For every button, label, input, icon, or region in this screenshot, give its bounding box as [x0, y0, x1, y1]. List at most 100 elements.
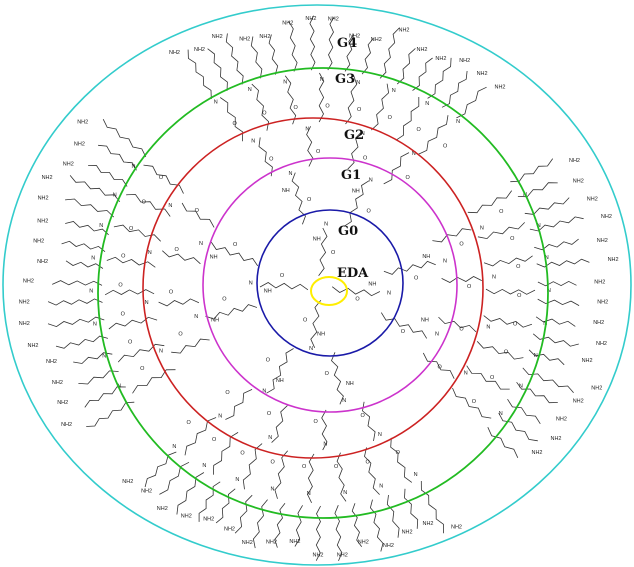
g1-label: G1 — [341, 168, 361, 183]
g3-branch — [113, 224, 161, 242]
amine-label: NH2 — [597, 238, 608, 244]
nitrogen-label: N — [464, 370, 468, 376]
g2-boundary — [142, 117, 484, 459]
g2-branch — [422, 352, 455, 379]
oxygen-label: O — [271, 459, 276, 465]
core-branch — [310, 299, 322, 348]
g4-branch — [268, 34, 279, 75]
nitrogen-label: N — [271, 487, 275, 493]
g4-branch — [404, 488, 419, 529]
g1-boundary — [202, 157, 458, 413]
oxygen-label: O — [325, 104, 330, 110]
oxygen-label: O — [443, 143, 448, 149]
amine-label: NH2 — [398, 28, 409, 34]
oxygen-label: O — [325, 371, 330, 377]
g3-branch — [108, 316, 158, 330]
amine-label: NH2 — [531, 450, 542, 456]
amine-label: NH2 — [169, 50, 180, 56]
g3-branch — [104, 289, 155, 296]
nitrogen-label: N — [148, 250, 152, 256]
nitrogen-label: N — [194, 314, 198, 320]
oxygen-label: O — [510, 236, 515, 242]
oxygen-label: O — [302, 464, 307, 470]
g3-branch — [452, 387, 492, 419]
g4-branch — [69, 175, 121, 202]
g4-branch — [507, 398, 541, 425]
atom-labels: O NH N O NH N O N O N NH2 NH2 O N NH2 NH2 O N O N NH2 NH2 O N NH… — [19, 16, 619, 559]
g2-branch — [171, 338, 210, 354]
g4-branch — [498, 412, 538, 442]
nitrogen-label: N — [545, 255, 549, 261]
g4-branch — [516, 381, 558, 404]
amine-label: NH2 — [77, 119, 88, 125]
g4-branch — [65, 198, 115, 218]
nitrogen-label: N — [480, 226, 484, 232]
amine-label: NH2 — [596, 341, 607, 347]
nitrogen-label: N — [262, 388, 266, 394]
g2-label: G2 — [344, 128, 364, 143]
g4-branch — [334, 505, 343, 562]
g3-branch — [117, 343, 165, 363]
amine-label: NH2 — [181, 514, 192, 520]
g4-label: G4 — [337, 36, 357, 51]
g3-branch — [485, 288, 536, 295]
amine-label: NH2 — [141, 489, 152, 495]
g4-branch — [535, 316, 576, 327]
nitrogen-label: N — [218, 413, 222, 419]
amine-label: NH2 — [33, 239, 44, 245]
amine-label: NH2 — [416, 47, 427, 53]
oxygen-label: O — [240, 450, 245, 456]
oxygen-label: O — [516, 264, 521, 270]
nh-label: NH — [211, 318, 219, 324]
nitrogen-label: N — [486, 325, 490, 331]
amine-label: NH2 — [122, 479, 133, 485]
oxygen-label: O — [504, 349, 509, 355]
g4-branch — [412, 57, 433, 91]
amine-label: NH2 — [594, 279, 605, 285]
nitrogen-label: N — [425, 101, 429, 107]
nitrogen-label: N — [145, 300, 149, 306]
g2-branch — [362, 401, 376, 441]
nitrogen-label: N — [537, 223, 541, 229]
oxygen-label: O — [266, 358, 271, 364]
g4-branch — [327, 16, 335, 71]
amine-label: NH2 — [477, 71, 488, 77]
nh-label: NH — [422, 254, 430, 260]
oxygen-label: O — [517, 293, 522, 299]
amine-label: NH2 — [328, 17, 339, 23]
nitrogen-label: N — [356, 80, 360, 86]
amine-label: NH2 — [371, 37, 382, 43]
nitrogen-label: N — [202, 463, 206, 469]
oxygen-label: O — [128, 339, 133, 345]
amine-label: NH2 — [37, 259, 48, 265]
nitrogen-label: N — [492, 275, 496, 281]
amine-label: NH2 — [38, 195, 49, 201]
g4-boundary — [2, 4, 632, 566]
nitrogen-label: N — [320, 77, 324, 83]
g4-branch — [102, 119, 147, 158]
nitrogen-label: N — [456, 119, 460, 125]
molecular-bonds — [47, 15, 590, 562]
g4-branch — [84, 386, 126, 408]
g4-branch — [198, 481, 221, 522]
oxygen-label: O — [331, 250, 336, 256]
g0-boundary — [256, 209, 404, 357]
g3-branch — [143, 164, 184, 194]
nh-label: NH — [421, 318, 429, 324]
nh-label: NH — [264, 288, 272, 294]
oxygen-label: O — [267, 411, 272, 417]
amine-label: NH2 — [52, 380, 63, 386]
nitrogen-label: N — [159, 349, 163, 355]
g4-branch — [234, 494, 253, 534]
amine-label: NH2 — [63, 162, 74, 168]
g4-branch — [176, 472, 205, 515]
g2-branch — [347, 131, 363, 170]
amine-label: NH2 — [569, 158, 580, 164]
nitrogen-label: N — [412, 151, 416, 157]
amine-label: NH2 — [282, 21, 293, 27]
core-branch — [318, 227, 328, 277]
nitrogen-label: N — [93, 321, 97, 327]
amine-label: NH2 — [402, 530, 413, 536]
nitrogen-label: N — [534, 353, 538, 359]
oxygen-label: O — [233, 242, 238, 248]
